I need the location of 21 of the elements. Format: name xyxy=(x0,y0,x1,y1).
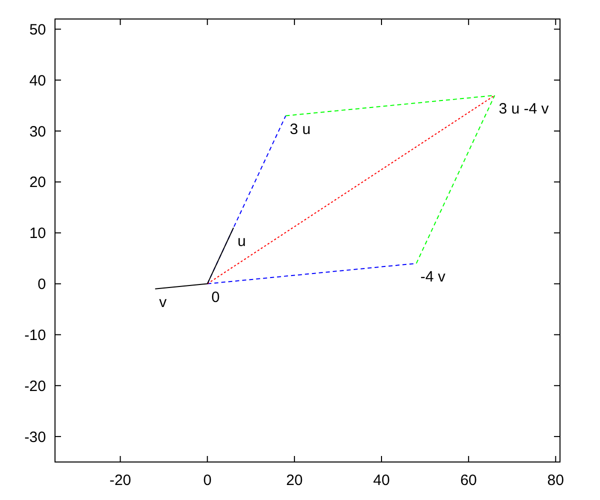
annotation: 3 u -4 v xyxy=(498,100,550,118)
y-tick-label: 40 xyxy=(29,72,46,90)
x-tick-label: 80 xyxy=(547,472,564,489)
y-tick-label: 50 xyxy=(29,21,46,38)
x-tick-label: 0 xyxy=(203,472,212,489)
y-tick-label: 20 xyxy=(29,174,46,192)
annotation: v xyxy=(159,294,168,312)
x-tick-label: 60 xyxy=(460,472,477,489)
annotation: 3 u xyxy=(290,120,311,138)
y-tick-label: 30 xyxy=(29,123,46,140)
y-tick-label: 10 xyxy=(29,225,46,242)
annotation: -4 v xyxy=(420,268,446,286)
x-tick-label: 40 xyxy=(373,472,390,489)
y-tick-label: -30 xyxy=(24,428,46,446)
annotation: u xyxy=(237,233,246,250)
y-tick-label: -20 xyxy=(24,378,46,395)
y-tick-label: -10 xyxy=(24,326,46,344)
annotation: 0 xyxy=(211,289,220,306)
y-tick-label: 0 xyxy=(38,276,46,294)
x-tick-label: -20 xyxy=(109,472,132,489)
x-tick-label: 20 xyxy=(286,472,303,489)
